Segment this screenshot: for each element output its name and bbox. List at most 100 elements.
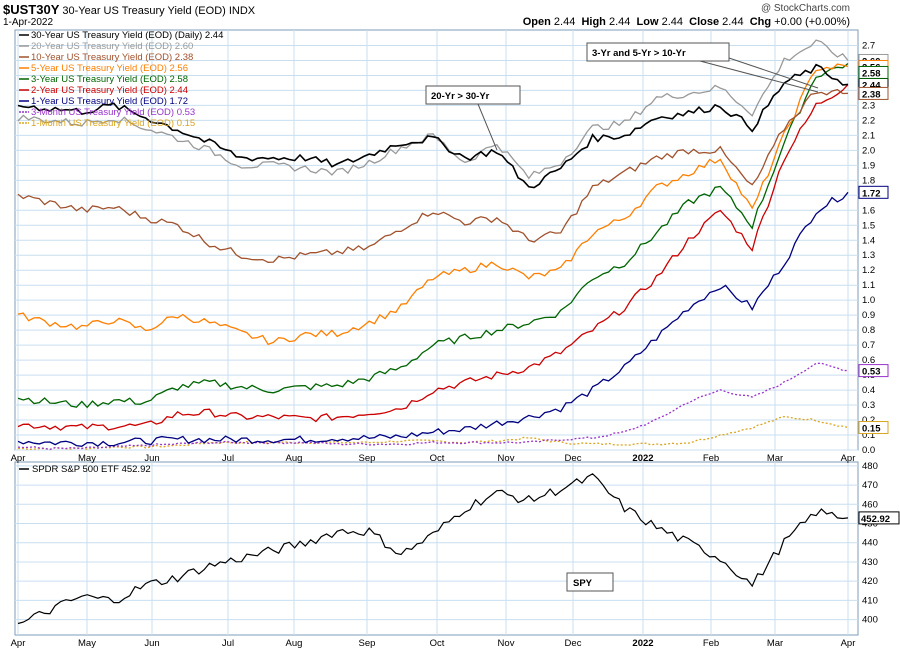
vertical-gridlines: Apr Apr May May Jun Jun Jul Jul Aug Aug Sep Sep Oct O… (11, 30, 856, 649)
series-line-y20 (17, 39, 849, 180)
low-value: 2.44 (661, 16, 683, 28)
high-label: High (581, 16, 606, 28)
x-month-label: Sep (359, 453, 376, 464)
annotation-20yr-30yr: 20-Yr > 30-Yr (431, 91, 490, 102)
series-line-m1 (17, 415, 849, 451)
watermark: @ StockCharts.com (760, 3, 850, 14)
legend-entry-y1: 1-Year US Treasury Yield (EOD) 1.72 (31, 96, 188, 107)
value-tag-box (858, 421, 889, 435)
x-month-label: Apr (841, 453, 856, 464)
y-tick-label: 2.0 (862, 145, 875, 156)
spy-value-tag-box (858, 511, 900, 525)
series-line-y2 (17, 83, 849, 431)
value-tag-m3: 0.53 (862, 367, 881, 378)
spy-y-tick-label: 460 (862, 499, 878, 510)
yield-legend: 30-Year US Treasury Yield (EOD) (Daily) … (19, 30, 223, 129)
x-month-label: Dec (565, 638, 582, 649)
value-tag-box (858, 86, 889, 100)
annotation-pointer (728, 57, 819, 89)
series-line-y1 (17, 191, 849, 448)
legend-entry-y2: 2-Year US Treasury Yield (EOD) 2.44 (31, 85, 188, 96)
y-tick-label: 0.2 (862, 415, 875, 426)
value-tag-y10: 2.38 (862, 89, 881, 100)
value-tag-m1: 0.15 (862, 424, 881, 435)
value-tag-box (858, 65, 889, 79)
x-month-label: Apr (841, 638, 856, 649)
x-month-label: Sep (359, 638, 376, 649)
legend-entry-m1: 1-Month US Treasury Yield (EOD) 0.15 (31, 118, 195, 129)
high-value: 2.44 (608, 16, 631, 28)
x-month-label: Aug (286, 638, 303, 649)
y-tick-label: 1.9 (862, 160, 875, 171)
y-tick-label: 1.5 (862, 220, 875, 231)
y-tick-label: 2.1 (862, 130, 875, 141)
chart-title: $UST30Y 30-Year US Treasury Yield (EOD) I… (3, 2, 255, 17)
x-month-label: Jun (144, 638, 159, 649)
x-month-label: 2022 (632, 638, 653, 649)
value-tag-box (858, 185, 889, 199)
open-value: 2.44 (553, 16, 576, 28)
series-line-y3 (17, 62, 849, 409)
series-line-m3 (17, 362, 849, 451)
y-tick-label: 1.4 (862, 235, 875, 246)
y-tick-label: 0.8 (862, 325, 875, 336)
y-tick-label: 2.7 (862, 40, 875, 51)
x-month-label: Nov (498, 638, 515, 649)
x-month-label: Mar (767, 453, 783, 464)
value-tag-y3: 2.58 (862, 68, 881, 79)
annotation-box (586, 42, 730, 62)
ticker-symbol: $UST30Y (3, 2, 60, 17)
legend-entry-y30: 30-Year US Treasury Yield (EOD) (Daily) … (31, 30, 223, 41)
chg-value: +0.00 (+0.00%) (774, 16, 850, 28)
x-month-label: Aug (286, 453, 303, 464)
x-month-label: Mar (767, 638, 783, 649)
ticker-description: 30-Year US Treasury Yield (EOD) INDX (62, 5, 256, 17)
legend-entry-y20: 20-Year US Treasury Yield (EOD) 2.60 (31, 41, 193, 52)
annotation-3yr-5yr: 3-Yr and 5-Yr > 10-Yr (592, 48, 686, 59)
value-tag-y30: 2.44 (862, 80, 881, 91)
annotation-pointer (699, 60, 819, 93)
series-line-y10 (17, 88, 849, 263)
y-tick-label: 0.7 (862, 340, 875, 351)
x-month-label: Apr (11, 453, 26, 464)
y-tick-label: 1.0 (862, 295, 875, 306)
y-tick-label: 1.2 (862, 265, 875, 276)
annotation-box (425, 85, 521, 105)
x-month-label: Jun (144, 453, 159, 464)
last-value-tags: 2.442.602.382.562.581.720.530.15 (858, 53, 889, 435)
yield-series-group (17, 39, 849, 451)
series-line-y30 (17, 63, 849, 189)
spy-legend-entry: SPDR S&P 500 ETF 452.92 (32, 464, 151, 475)
y-tick-label: 0.0 (862, 445, 875, 456)
spy-y-tick-label: 410 (862, 595, 878, 606)
x-month-label: 2022 (632, 453, 653, 464)
spy-annotation: SPY (573, 578, 593, 589)
x-month-label: Jul (222, 638, 234, 649)
value-tag-y1: 1.72 (862, 188, 881, 199)
y-tick-label: 1.6 (862, 205, 875, 216)
chg-label: Chg (749, 16, 772, 28)
y-tick-label: 1.3 (862, 250, 875, 261)
y-tick-label: 2.2 (862, 115, 875, 126)
legend-entry-y5: 5-Year US Treasury Yield (EOD) 2.56 (31, 63, 188, 74)
spy-y-tick-label: 480 (862, 461, 878, 472)
spy-gridlines: 400410420430440450460470480 (15, 461, 878, 626)
spy-series-group: 452.92 SPDR S&P 500 ETF 452.92 SPY (17, 464, 900, 625)
x-month-label: Oct (430, 453, 445, 464)
legend-entry-y10: 10-Year US Treasury Yield (EOD) 2.38 (31, 52, 193, 63)
annotation-pointer (477, 103, 498, 151)
y-tick-label: 1.1 (862, 280, 875, 291)
y-tick-label: 0.3 (862, 400, 875, 411)
y-tick-label: 0.1 (862, 430, 875, 441)
y-tick-label: 0.9 (862, 310, 875, 321)
series-line-y5 (17, 63, 849, 346)
spy-value-tag: 452.92 (861, 514, 890, 525)
ohlc-readout: Open 2.44 High 2.44 Low 2.44 Close 2.44 … (523, 16, 850, 28)
open-label: Open (522, 16, 551, 28)
x-month-label: May (78, 638, 96, 649)
spy-y-tick-label: 400 (862, 615, 878, 626)
spy-y-tick-label: 430 (862, 557, 878, 568)
x-month-label: Feb (703, 453, 719, 464)
x-month-label: Dec (565, 453, 582, 464)
